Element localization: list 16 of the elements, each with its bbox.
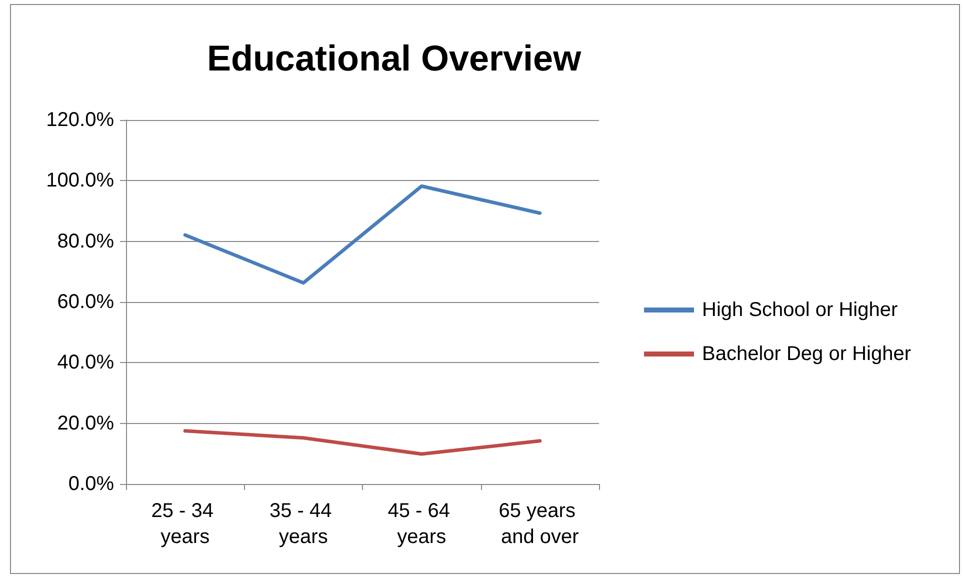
y-tick-label: 80.0% xyxy=(57,230,114,252)
y-tick-label: 120.0% xyxy=(46,109,114,131)
y-tick-label: 20.0% xyxy=(57,412,114,434)
line-series xyxy=(183,429,542,456)
legend-label: High School or Higher xyxy=(702,299,898,321)
chart-title: Educational Overview xyxy=(206,38,582,78)
line-series xyxy=(183,184,542,285)
x-tick-label: 65 years and over xyxy=(498,500,582,548)
x-tick-label: 35 - 44 years xyxy=(269,500,338,548)
y-tick-label: 60.0% xyxy=(57,291,114,313)
legend-label: Bachelor Deg or Higher xyxy=(702,343,912,365)
y-tick-label: 100.0% xyxy=(46,170,114,192)
y-tick-label: 40.0% xyxy=(57,352,114,374)
x-tick-label: 45 - 64 years xyxy=(388,500,456,548)
y-tick-label: 0.0% xyxy=(68,473,114,495)
x-tick-label: 25 - 34 years xyxy=(151,500,220,548)
